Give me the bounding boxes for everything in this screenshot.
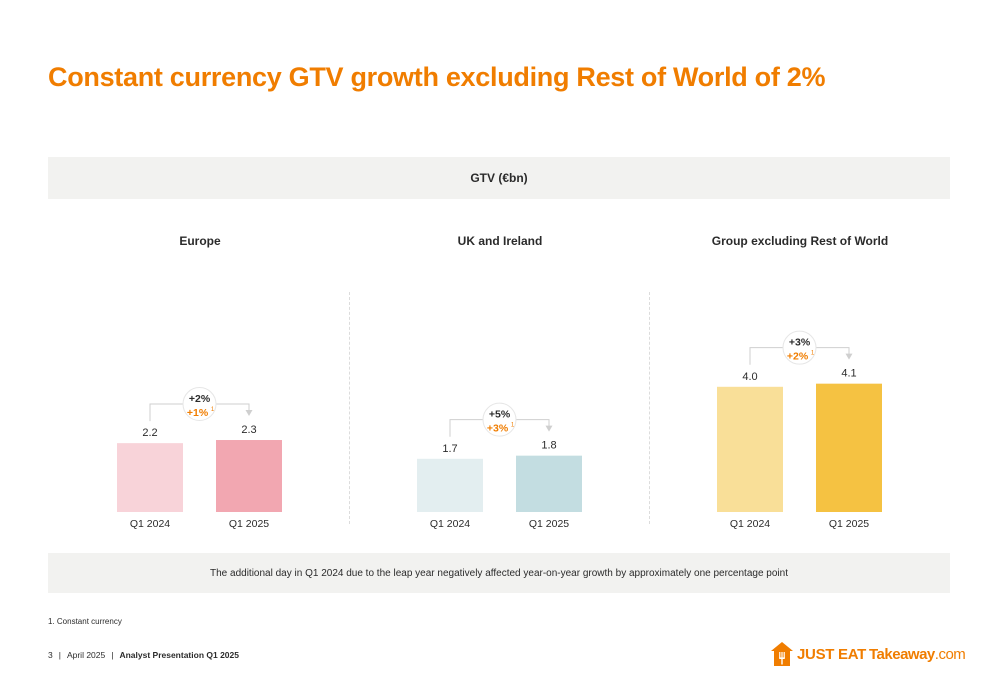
- footer-separator: |: [58, 650, 61, 660]
- footnote: 1. Constant currency: [48, 617, 122, 626]
- bar: [117, 443, 183, 512]
- connector-arrow: [245, 410, 253, 417]
- category-label: Q1 2024: [730, 518, 770, 530]
- chart-svg: 4.0 Q1 2024 4.1 Q1 2025 +3% +2% 1: [717, 330, 882, 530]
- note-band: The additional day in Q1 2024 due to the…: [48, 553, 950, 593]
- growth-connector: +2% +1% 1: [149, 387, 253, 422]
- bar: [717, 386, 783, 512]
- logo-text-takeaway: Takeaway: [869, 645, 935, 663]
- category-label: Q1 2024: [430, 518, 470, 530]
- growth-label: +2%: [189, 393, 211, 405]
- category-label: Q1 2025: [529, 518, 569, 530]
- bar: [516, 455, 582, 512]
- growth-footnote-marker: 1: [211, 407, 215, 413]
- value-label: 2.2: [142, 427, 157, 439]
- logo-text-com: .com: [934, 645, 966, 663]
- footer-separator: |: [111, 650, 114, 660]
- growth-label: +5%: [489, 409, 511, 421]
- chart-panel-uk-ireland: UK and Ireland 1.7 Q1 2024 1.8 Q1 2025 +5% +3…: [350, 225, 650, 540]
- growth-badge: [782, 330, 817, 365]
- value-label: 1.8: [541, 440, 556, 452]
- growth-badge: [182, 387, 217, 422]
- footer-date: April 2025: [66, 650, 106, 660]
- chart-svg: 1.7 Q1 2024 1.8 Q1 2025 +5% +3% 1: [417, 402, 582, 530]
- bar: [216, 440, 282, 512]
- value-label: 4.1: [841, 368, 856, 380]
- category-label: Q1 2025: [229, 518, 269, 530]
- growth-footnote-marker: 1: [811, 351, 815, 357]
- brand-logo: JUST EAT Takeaway .com: [770, 640, 966, 668]
- growth-connector: +3% +2% 1: [749, 330, 853, 365]
- footer: 3 | April 2025 | Analyst Presentation Q1…: [48, 650, 239, 660]
- bar: [816, 383, 882, 512]
- growth-cc-label: +1%: [187, 407, 209, 419]
- note-text: The additional day in Q1 2024 due to the…: [210, 567, 788, 579]
- connector-arrow: [845, 353, 853, 360]
- page-title: Constant currency GTV growth excluding R…: [48, 62, 826, 92]
- chart-title: UK and Ireland: [457, 234, 543, 248]
- footer-presentation: Analyst Presentation Q1 2025: [119, 650, 239, 660]
- category-label: Q1 2024: [130, 518, 170, 530]
- growth-connector: +5% +3% 1: [449, 402, 553, 437]
- growth-cc-label: +3%: [487, 423, 509, 435]
- gtv-header-label: GTV (€bn): [470, 171, 528, 185]
- growth-cc-label: +2%: [787, 351, 809, 363]
- panel-divider: [649, 292, 650, 524]
- value-label: 2.3: [241, 424, 256, 436]
- growth-badge: [482, 402, 517, 437]
- value-label: 4.0: [742, 371, 757, 383]
- chart-svg: 2.2 Q1 2024 2.3 Q1 2025 +2% +1% 1: [117, 387, 282, 530]
- panel-divider: [349, 292, 350, 524]
- page-number: 3: [48, 650, 53, 660]
- chart-title: Europe: [179, 234, 221, 248]
- logo-text-just-eat: JUST EAT: [797, 645, 866, 663]
- value-label: 1.7: [442, 443, 457, 455]
- growth-label: +3%: [789, 337, 811, 349]
- category-label: Q1 2025: [829, 518, 869, 530]
- chart-panel-europe: Europe 2.2 Q1 2024 2.3 Q1 2025 +2% +1% 1: [50, 225, 350, 540]
- growth-footnote-marker: 1: [511, 423, 515, 429]
- connector-arrow: [545, 425, 553, 432]
- bar: [417, 458, 483, 512]
- house-fork-icon: [771, 642, 793, 666]
- chart-panel-group: Group excluding Rest of World 4.0 Q1 2024…: [650, 225, 950, 540]
- chart-title: Group excluding Rest of World: [711, 234, 889, 248]
- gtv-header-band: GTV (€bn): [48, 157, 950, 199]
